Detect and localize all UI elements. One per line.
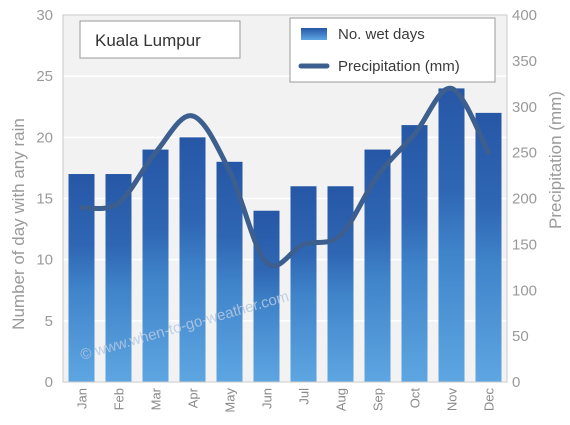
x-tick-label: May (223, 388, 238, 413)
legend: No. wet days Precipitation (mm) (289, 17, 496, 83)
left-tick-label: 15 (36, 191, 53, 208)
city-label-box: Kuala Lumpur (79, 20, 241, 59)
bar-mar (142, 149, 169, 382)
x-tick-label: Oct (408, 388, 423, 409)
left-tick-label: 25 (36, 68, 53, 85)
x-tick-label: Dec (482, 388, 497, 412)
right-tick-label: 350 (512, 53, 537, 70)
x-tick-label: Jun (260, 388, 275, 409)
legend-label-precipitation: Precipitation (mm) (338, 58, 460, 75)
left-tick-label: 20 (36, 129, 53, 146)
bar-sep (364, 149, 391, 382)
right-tick-label: 250 (512, 145, 537, 162)
left-tick-label: 30 (36, 7, 53, 24)
left-tick-label: 0 (45, 374, 53, 391)
x-tick-label: Nov (445, 388, 460, 412)
right-tick-label: 200 (512, 191, 537, 208)
right-tick-label: 50 (512, 328, 529, 345)
plot-frame (62, 14, 508, 383)
bar-jul (290, 186, 317, 382)
precipitation-line (79, 85, 491, 269)
right-tick-label: 0 (512, 374, 520, 391)
left-axis-ticks: 0 5 10 15 20 25 30 (36, 7, 53, 391)
bar-dec (475, 112, 502, 382)
right-axis-ticks: 0 50 100 150 200 250 300 350 400 (512, 7, 537, 391)
left-axis-title: Number of day with any rain (9, 118, 28, 330)
right-axis-title: Precipitation (mm) (546, 91, 565, 229)
right-tick-label: 100 (512, 282, 537, 299)
right-tick-label: 300 (512, 99, 537, 116)
chart-title: Kuala Lumpur (95, 31, 201, 50)
bar-oct (401, 125, 428, 382)
bar-apr (179, 137, 206, 382)
x-tick-label: Aug (334, 388, 349, 411)
x-tick-label: Apr (186, 387, 201, 408)
right-tick-label: 400 (512, 7, 537, 24)
bar-jun (253, 210, 280, 382)
left-tick-label: 5 (45, 313, 53, 330)
legend-label-wet-days: No. wet days (338, 26, 425, 43)
x-tick-label: Jul (297, 388, 312, 405)
right-tick-label: 150 (512, 236, 537, 253)
bar-nov (438, 88, 465, 383)
x-tick-label: Feb (112, 388, 127, 410)
x-axis-ticks: Jan Feb Mar Apr May Jun Jul Aug Sep Oct Nov Dec (75, 387, 497, 412)
bar-aug (327, 186, 354, 382)
x-tick-label: Mar (149, 387, 164, 410)
left-tick-label: 10 (36, 252, 53, 269)
x-tick-label: Jan (75, 388, 90, 409)
x-tick-label: Sep (371, 388, 386, 411)
legend-bar-swatch (301, 28, 327, 40)
line-series (79, 85, 491, 269)
